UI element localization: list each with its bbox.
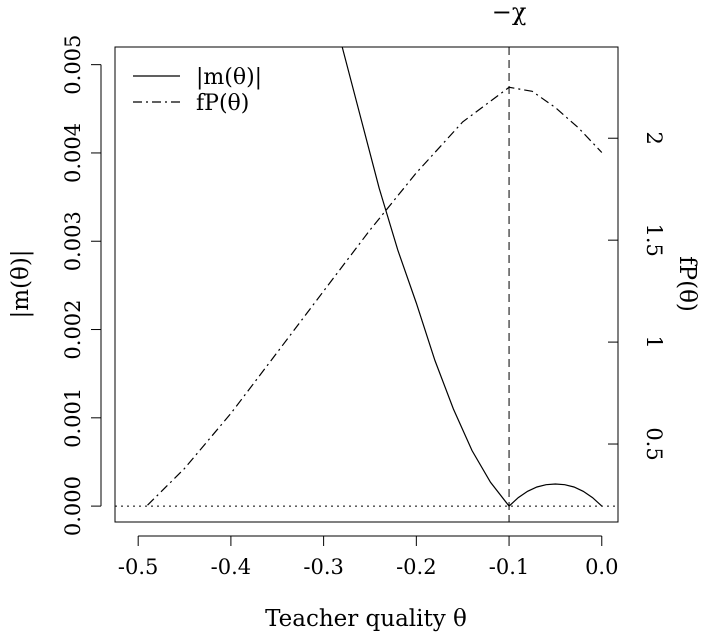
- x-tick-label: -0.5: [118, 555, 159, 579]
- x-tick-label: 0.0: [585, 555, 618, 579]
- x-tick-label: -0.4: [211, 555, 252, 579]
- y-left-tick-label: 0.004: [61, 123, 85, 183]
- y-left-tick-label: 0.003: [61, 211, 85, 271]
- x-axis-title: Teacher quality θ: [265, 606, 467, 632]
- x-tick-label: -0.1: [489, 555, 530, 579]
- legend-label: |m(θ)|: [196, 65, 262, 90]
- y-left-tick-label: 0.000: [61, 476, 85, 536]
- y-left-tick-label: 0.002: [61, 299, 85, 359]
- plot-frame: [114, 46, 619, 523]
- y-right-tick-label: 1: [642, 335, 666, 348]
- x-tick-label: -0.2: [396, 555, 437, 579]
- y-axis-right-title: fP(θ): [674, 256, 700, 312]
- series-line-m: [341, 47, 603, 507]
- y-right-tick-label: 0.5: [642, 427, 666, 460]
- legend-label: fP(θ): [196, 91, 249, 116]
- series-line-fp: [147, 86, 603, 506]
- y-left-tick-label: 0.001: [61, 388, 85, 448]
- x-tick-label: -0.3: [303, 555, 344, 579]
- y-right-tick-label: 1.5: [642, 223, 666, 256]
- y-right-tick-label: 2: [642, 132, 666, 145]
- y-axis-left-title: |m(θ)|: [8, 249, 34, 318]
- y-left-tick-label: 0.005: [61, 35, 85, 95]
- annotation-chi: −χ: [492, 0, 527, 26]
